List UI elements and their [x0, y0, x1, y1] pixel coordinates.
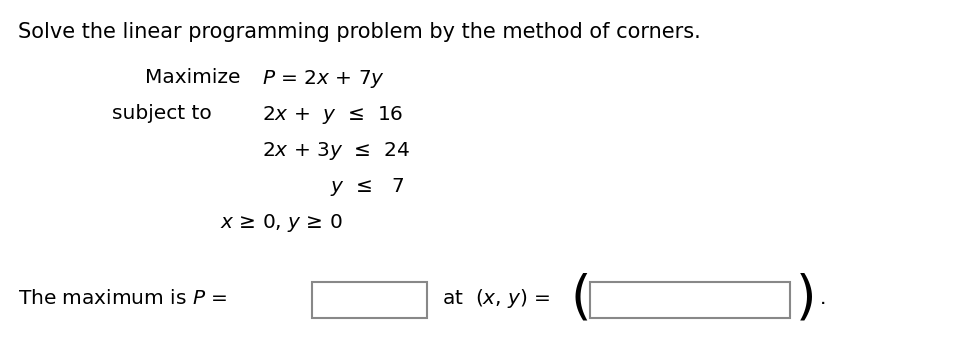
Text: .: . — [820, 288, 826, 308]
Text: Solve the linear programming problem by the method of corners.: Solve the linear programming problem by … — [18, 22, 701, 42]
FancyBboxPatch shape — [312, 282, 427, 318]
Text: at  ($x$, $y$) =: at ($x$, $y$) = — [442, 287, 551, 309]
FancyBboxPatch shape — [590, 282, 790, 318]
Text: $y$  ≤   7: $y$ ≤ 7 — [330, 176, 405, 198]
Text: 2$x$ +  $y$  ≤  16: 2$x$ + $y$ ≤ 16 — [262, 104, 404, 126]
Text: Maximize: Maximize — [145, 68, 240, 87]
Text: ): ) — [796, 272, 816, 324]
Text: 2$x$ + 3$y$  ≤  24: 2$x$ + 3$y$ ≤ 24 — [262, 140, 410, 162]
Text: The maximum is $P$ =: The maximum is $P$ = — [18, 288, 227, 308]
Text: (: ( — [570, 272, 591, 324]
Text: subject to: subject to — [112, 104, 212, 123]
Text: $x$ ≥ 0, $y$ ≥ 0: $x$ ≥ 0, $y$ ≥ 0 — [220, 212, 343, 234]
Text: $P$ = 2$x$ + 7$y$: $P$ = 2$x$ + 7$y$ — [262, 68, 385, 90]
